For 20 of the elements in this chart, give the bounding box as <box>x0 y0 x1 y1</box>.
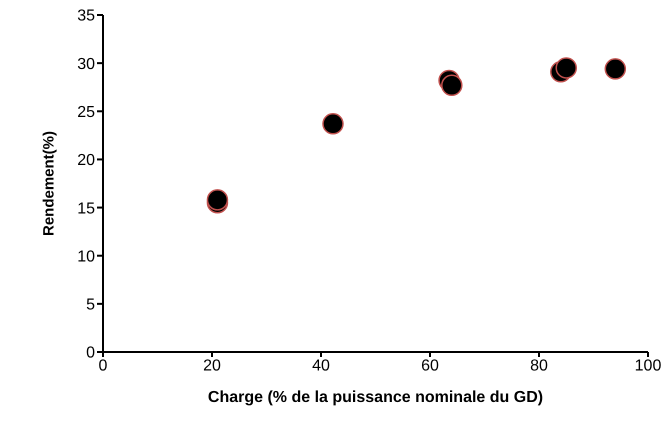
y-tick-label: 5 <box>86 296 96 314</box>
y-tick-label: 0 <box>86 344 96 362</box>
x-axis-title: Charge (% de la puissance nominale du GD) <box>208 389 544 406</box>
y-axis-title: Rendement(%) <box>40 130 58 236</box>
y-tick-label: 15 <box>77 200 96 218</box>
y-tick-label: 25 <box>77 104 96 121</box>
y-tick-label: 30 <box>77 56 96 73</box>
y-tick-label: 10 <box>77 248 96 266</box>
x-tick-label: 20 <box>203 357 221 374</box>
x-tick-label: 80 <box>530 357 548 374</box>
point <box>441 74 463 96</box>
x-tick-label: 60 <box>421 357 439 374</box>
x-tick-label: 100 <box>634 357 662 374</box>
y-tick-label: 20 <box>77 152 96 170</box>
point <box>556 57 577 79</box>
y-tick-label: 35 <box>77 8 96 25</box>
x-tick-label: 0 <box>98 357 108 374</box>
point <box>604 58 626 80</box>
point <box>322 113 344 135</box>
x-tick-label: 40 <box>312 357 330 374</box>
